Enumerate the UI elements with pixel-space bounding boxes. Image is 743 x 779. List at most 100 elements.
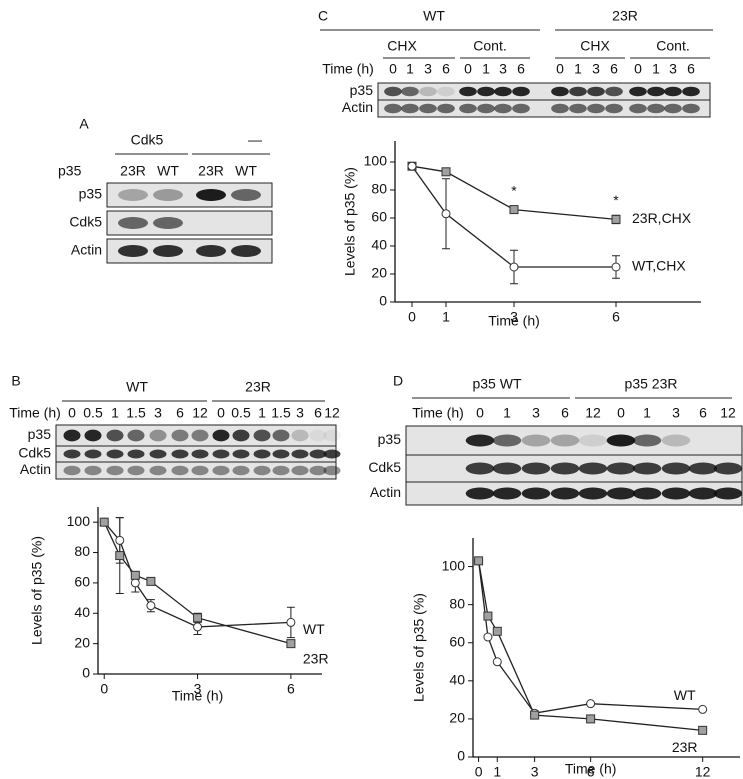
blot-band [106, 449, 124, 459]
lane-label: 1 [482, 61, 490, 77]
x-tick-label: 0 [475, 764, 483, 779]
lane-label: 6 [314, 405, 322, 421]
group-label: p35 23R [625, 376, 678, 392]
blot-box [405, 425, 743, 456]
lane-label: 12 [324, 405, 340, 421]
blot-band [309, 429, 327, 442]
lane-label: 0 [476, 405, 484, 421]
series-line [103, 521, 292, 645]
blot-box [55, 461, 337, 480]
marker [441, 167, 451, 177]
lane-label: 3 [592, 61, 600, 77]
blot-band [494, 103, 512, 114]
marker [483, 632, 493, 642]
treatment-label: Cont. [656, 38, 689, 54]
blot-band [661, 462, 691, 475]
series-line [477, 560, 703, 731]
blot-band [272, 465, 290, 476]
blot-band [551, 103, 569, 114]
marker [698, 725, 708, 735]
x-tick-label: 0 [408, 309, 416, 325]
marker [611, 262, 621, 272]
y-tick-label: 40 [449, 672, 465, 688]
y-tick-label: 0 [457, 748, 465, 764]
blot-band [459, 103, 477, 114]
blot-band [477, 86, 495, 97]
blot-band [253, 465, 271, 476]
blot-band [272, 429, 290, 442]
blot-band [587, 86, 605, 97]
lane-label: 3 [532, 405, 540, 421]
group-label: Cdk5 [131, 132, 164, 148]
blot-band [578, 462, 608, 475]
y-tick-label: 100 [67, 513, 91, 529]
blot-band [291, 449, 309, 459]
blot-row-label: Actin [71, 242, 102, 258]
blot-band [118, 217, 148, 229]
blot-band [569, 86, 587, 97]
lane-label: 0 [389, 61, 397, 77]
series-label: 23R,CHX [632, 210, 692, 226]
blot-band [605, 103, 623, 114]
y-tick-label: 0 [82, 665, 90, 681]
blot-band [465, 487, 495, 500]
x-tick-label: 0 [100, 681, 108, 697]
lane-label: 6 [699, 405, 707, 421]
marker [146, 576, 156, 586]
y-axis-label: Levels of p35 (%) [29, 536, 45, 645]
panel-letter: A [79, 116, 89, 132]
x-axis-label: Time (h) [488, 313, 540, 329]
blot-band [569, 103, 587, 114]
series-line [411, 165, 617, 221]
y-tick-label: 60 [449, 633, 465, 649]
lane-label: 3 [672, 405, 680, 421]
y-tick-label: 80 [371, 181, 387, 197]
marker [611, 214, 621, 224]
blot-band [713, 487, 743, 500]
blot-band [578, 487, 608, 500]
blot-band [465, 434, 495, 447]
blot-band [106, 429, 124, 442]
blot-band [272, 449, 290, 459]
blot-band [606, 462, 636, 475]
blot-band [231, 245, 261, 257]
blot-band [587, 103, 605, 114]
blot-band [492, 487, 522, 500]
blot-band [713, 462, 743, 475]
blot-band [212, 449, 230, 459]
panel-letter: D [393, 373, 403, 389]
marker [115, 535, 125, 545]
blot-band [578, 434, 608, 447]
lane-label: 1.5 [126, 405, 146, 421]
blot-band [191, 465, 209, 476]
lane-label: 3 [296, 405, 304, 421]
blot-band [309, 465, 327, 476]
lane-label: 3 [424, 61, 432, 77]
blot-band [521, 487, 551, 500]
blot-band [127, 429, 145, 442]
x-axis-label: Time (h) [565, 761, 617, 777]
blot-band [437, 86, 455, 97]
blot-box [377, 99, 711, 118]
lane-label: WT [157, 163, 179, 179]
lane-label: 6 [687, 61, 695, 77]
blot-band [127, 465, 145, 476]
blot-band [688, 487, 718, 500]
blot-band [521, 462, 551, 475]
y-axis-label: Levels of p35 (%) [411, 593, 427, 702]
blot-band [521, 434, 551, 447]
blot-band [494, 86, 512, 97]
blot-band [323, 429, 341, 442]
blot-band [291, 465, 309, 476]
group-label: 23R [245, 379, 271, 395]
blot-band [661, 434, 691, 447]
marker [586, 699, 596, 709]
group-label: — [248, 132, 262, 148]
y-tick-label: 40 [74, 604, 90, 620]
x-tick-label: 1 [493, 764, 501, 779]
treatment-label: CHX [580, 38, 610, 54]
y-tick-label: 0 [379, 293, 387, 309]
marker [115, 551, 125, 561]
y-tick-label: 100 [442, 557, 466, 573]
